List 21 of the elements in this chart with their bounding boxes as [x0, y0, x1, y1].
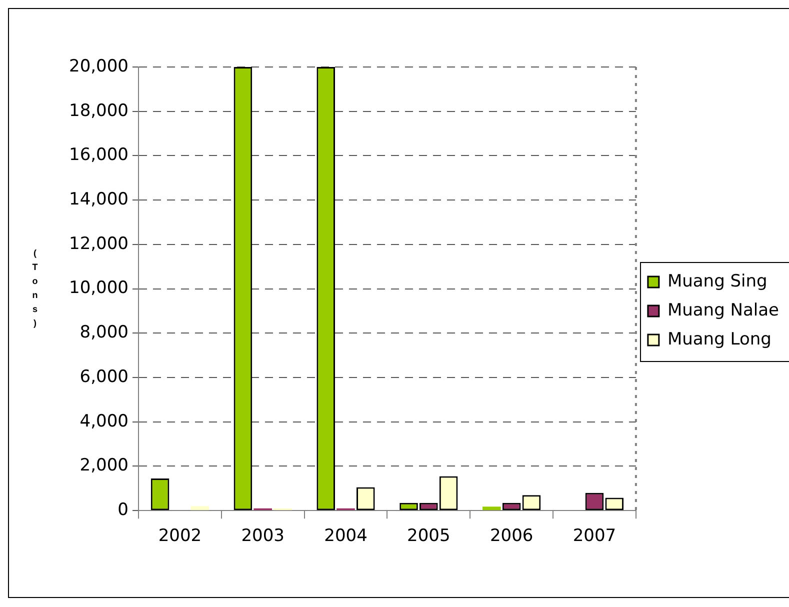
legend-label: Muang Nalae — [667, 300, 779, 320]
y-axis-title: (Tons) — [30, 248, 40, 332]
y-tick-label: 10,000 — [69, 278, 128, 298]
y-tick-label: 16,000 — [69, 145, 128, 166]
legend-label: Muang Long — [667, 329, 772, 350]
x-tick-label: 2004 — [324, 526, 368, 546]
y-tick-label: 0 — [118, 500, 128, 520]
x-tick-label: 2003 — [241, 526, 284, 546]
y-tick-label: 8,000 — [80, 322, 128, 343]
y-tick-label: 20,000 — [69, 56, 128, 76]
x-tick-label: 2002 — [158, 526, 202, 546]
y-tick-label: 14,000 — [69, 190, 128, 210]
x-tick-label: 2007 — [572, 526, 616, 546]
y-tick-label: 18,000 — [69, 100, 128, 121]
legend-label: Muang Sing — [667, 271, 768, 292]
y-tick-label: 6,000 — [80, 366, 128, 387]
y-tick-label: 2,000 — [80, 456, 128, 476]
x-tick-label: 2005 — [407, 526, 450, 546]
x-tick-label: 2006 — [490, 526, 534, 546]
y-tick-label: 4,000 — [80, 411, 128, 432]
y-tick-label: 12,000 — [69, 234, 128, 254]
